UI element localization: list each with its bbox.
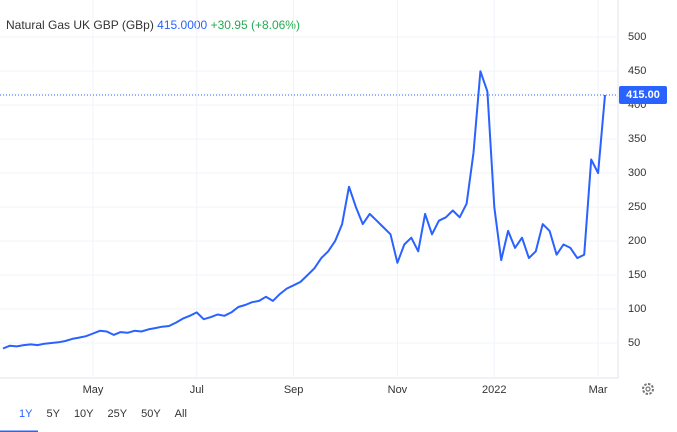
x-tick-label: Jul <box>190 384 204 396</box>
header: Natural Gas UK GBP (GBp) 415.0000 +30.95… <box>6 18 300 32</box>
x-tick-label: Sep <box>284 384 304 396</box>
range-button[interactable]: 50Y <box>141 408 161 420</box>
range-button[interactable]: 25Y <box>108 408 128 420</box>
range-button[interactable]: All <box>175 408 187 420</box>
price-tag <box>619 85 667 104</box>
x-tick-label: Nov <box>388 384 408 396</box>
y-tick-label: 350 <box>628 133 646 145</box>
y-tick-label: 500 <box>628 31 646 43</box>
instrument-name: Natural Gas UK GBP (GBp) <box>6 18 154 32</box>
price-tag-label: 415.00 <box>626 89 660 101</box>
y-tick-label: 50 <box>628 337 640 349</box>
gear <box>642 383 654 395</box>
x-tick-label: Mar <box>589 384 608 396</box>
x-tick-label: 2022 <box>482 384 506 396</box>
price: 415.0000 <box>157 18 207 32</box>
y-tick-label: 250 <box>628 201 646 213</box>
y-tick-label: 150 <box>628 269 646 281</box>
range-button[interactable]: 1Y <box>19 408 33 420</box>
y-tick-label: 100 <box>628 303 646 315</box>
settings-icon[interactable] <box>642 383 654 395</box>
range-button[interactable]: 5Y <box>46 408 60 420</box>
change: +30.95 (+8.06%) <box>211 18 300 32</box>
price-line <box>2 70 606 350</box>
gear-center <box>645 386 651 392</box>
y-tick-label: 300 <box>628 167 646 179</box>
y-tick-label: 200 <box>628 235 646 247</box>
x-tick-label: May <box>83 384 104 396</box>
range-button[interactable]: 10Y <box>74 408 94 420</box>
y-tick-label: 450 <box>628 65 646 77</box>
